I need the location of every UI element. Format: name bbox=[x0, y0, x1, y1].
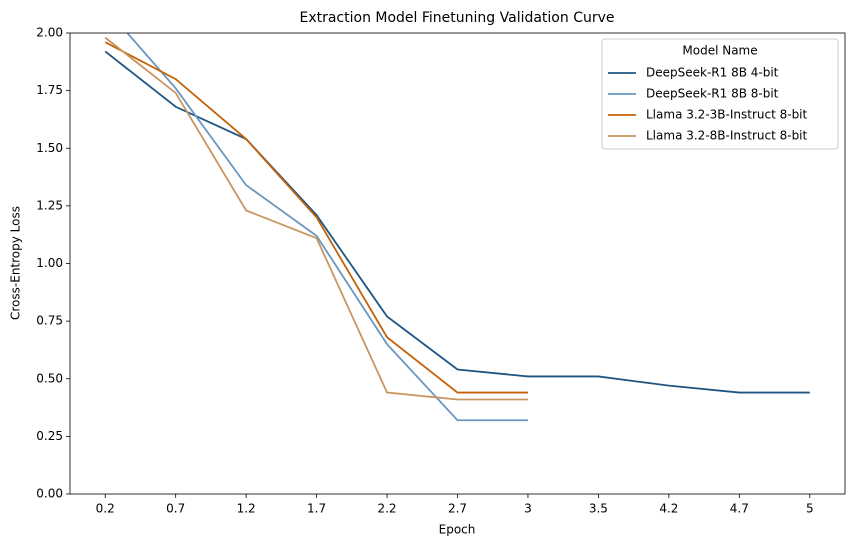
x-tick-label: 4.7 bbox=[730, 502, 749, 516]
series-line bbox=[104, 50, 810, 394]
x-tick-label: 2.7 bbox=[448, 502, 467, 516]
series-line bbox=[104, 36, 528, 401]
y-axis-label: Cross-Entropy Loss bbox=[9, 206, 23, 320]
x-tick-label: 0.7 bbox=[166, 502, 185, 516]
x-tick-label: 0.2 bbox=[96, 502, 115, 516]
y-tick-label: 1.75 bbox=[36, 83, 63, 97]
y-tick-label: 1.00 bbox=[36, 256, 63, 270]
legend-label: DeepSeek-R1 8B 8-bit bbox=[646, 87, 779, 101]
y-tick-label: 1.50 bbox=[36, 141, 63, 155]
x-tick-label: 1.7 bbox=[307, 502, 326, 516]
y-tick-label: 0.50 bbox=[36, 371, 63, 385]
x-tick-label: 2.2 bbox=[377, 502, 396, 516]
legend-label: Llama 3.2-8B-Instruct 8-bit bbox=[646, 129, 808, 143]
x-tick-label: 1.2 bbox=[237, 502, 256, 516]
plot-lines bbox=[104, 33, 810, 422]
x-tick-label: 3.5 bbox=[589, 502, 608, 516]
legend-label: Llama 3.2-3B-Instruct 8-bit bbox=[646, 108, 808, 122]
x-tick-label: 3 bbox=[524, 502, 532, 516]
series-line bbox=[126, 33, 528, 422]
y-tick-label: 2.00 bbox=[36, 26, 63, 40]
legend-label: DeepSeek-R1 8B 4-bit bbox=[646, 66, 779, 80]
legend-title: Model Name bbox=[682, 44, 757, 58]
x-tick-label: 5 bbox=[806, 502, 814, 516]
y-tick-label: 0.00 bbox=[36, 487, 63, 501]
y-tick-label: 0.75 bbox=[36, 314, 63, 328]
chart-title: Extraction Model Finetuning Validation C… bbox=[299, 10, 614, 26]
x-tick-label: 4.2 bbox=[659, 502, 678, 516]
x-axis-label: Epoch bbox=[439, 523, 476, 537]
y-tick-label: 1.25 bbox=[36, 198, 63, 212]
legend-box bbox=[601, 38, 839, 150]
series-line bbox=[104, 41, 528, 394]
y-tick-label: 0.25 bbox=[36, 429, 63, 443]
